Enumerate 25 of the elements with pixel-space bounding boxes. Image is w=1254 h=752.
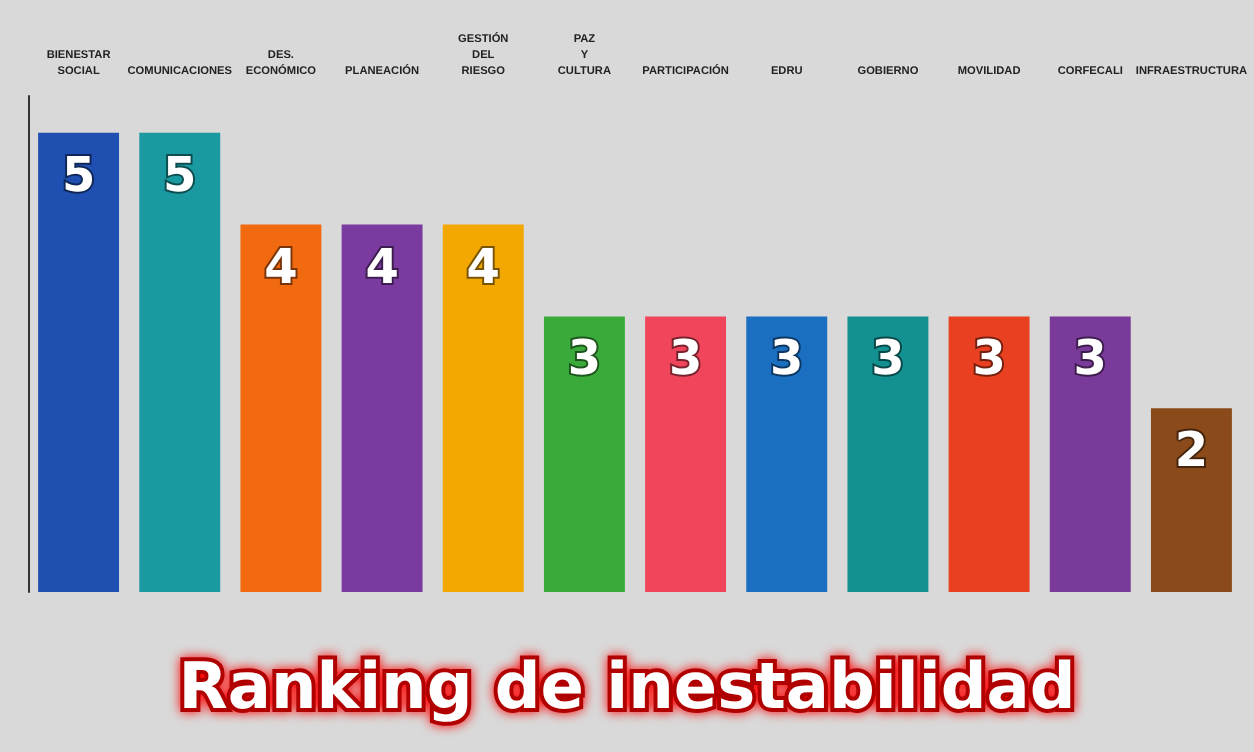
bar: [341, 224, 423, 592]
bar: [442, 224, 524, 592]
data-label: 3: [567, 330, 602, 387]
data-label: 3: [668, 330, 703, 387]
bar: [240, 224, 322, 592]
data-label: 4: [365, 238, 399, 295]
data-label: 4: [466, 238, 500, 295]
data-label: 3: [871, 330, 905, 387]
bar: [746, 316, 828, 592]
data-label: 2: [1174, 422, 1209, 479]
bar: [139, 132, 221, 592]
bar: [948, 316, 1030, 592]
bar: [847, 316, 929, 592]
data-label: 3: [972, 330, 1006, 387]
data-label: 3: [1073, 330, 1107, 387]
bar: [1049, 316, 1131, 592]
data-label: 5: [163, 146, 197, 203]
data-label: 4: [264, 238, 298, 295]
bar: [543, 316, 625, 592]
text: Ranking de inestabilidad: [178, 648, 1076, 724]
data-label: 3: [770, 330, 804, 387]
bar: [645, 316, 727, 592]
bar: [38, 132, 120, 592]
data-label: 5: [61, 146, 96, 203]
bar: [1150, 408, 1232, 592]
